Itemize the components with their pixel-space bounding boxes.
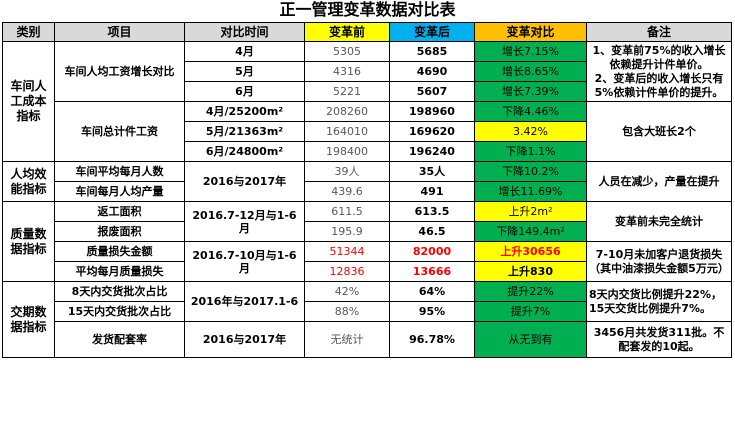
comparison-table: 类别 项目 对比时间 变革前 变革后 变革对比 备注 车间人工成本指标 车间人均…: [2, 22, 732, 358]
item-cell: 返工面积: [54, 201, 185, 222]
before-cell: 611.5: [304, 201, 390, 222]
period-cell: 4月: [184, 41, 305, 62]
header-after: 变革后: [389, 22, 475, 42]
header-compare: 变革对比: [474, 22, 587, 42]
period-cell: 2016.7-10月与1-6月: [184, 241, 305, 282]
after-cell: 35人: [389, 161, 475, 182]
table-row: 车间总计件工资 4月/25200m² 208260 198960 下降4.46%…: [3, 101, 732, 162]
header-category: 类别: [2, 22, 55, 42]
compare-cell: 增长8.65%: [474, 61, 587, 82]
table-row: 报废面积 195.9 46.5 下降149.4m²: [3, 221, 732, 242]
item-avg-wage: 车间人均工资增长对比: [54, 41, 185, 102]
before-cell: 195.9: [304, 221, 390, 242]
header-item: 项目: [54, 22, 185, 42]
table-row: 5月/21363m² 164010 169620 3.42%: [3, 121, 732, 142]
note-delivery-batch: 8天内交货比例提升22%，15天交货比例提升7%。: [586, 281, 732, 322]
period-cell: 6月: [184, 81, 305, 102]
table-row: 质量数据指标 返工面积 2016.7-12月与1-6月 611.5 613.5 …: [2, 201, 732, 282]
compare-cell: 从无到有: [474, 321, 587, 358]
after-cell: 491: [389, 181, 475, 202]
table-row: 人均效能指标 车间平均每月人数 2016与2017年 39人 35人 下降10.…: [2, 161, 732, 202]
compare-cell: 增长11.69%: [474, 181, 587, 202]
compare-cell: 下降1.1%: [474, 141, 587, 162]
after-cell: 46.5: [389, 221, 475, 242]
item-cell: 车间每月人均产量: [54, 181, 185, 202]
before-cell: 无统计: [304, 321, 390, 358]
item-cell: 15天内交货批次占比: [54, 301, 185, 322]
after-cell: 96.78%: [389, 321, 475, 358]
compare-cell: 提升7%: [474, 301, 587, 322]
compare-cell: 增长7.15%: [474, 41, 587, 62]
before-cell: 5305: [304, 41, 390, 62]
item-total-wage: 车间总计件工资: [54, 101, 185, 162]
after-cell: 613.5: [389, 201, 475, 222]
after-cell: 64%: [389, 281, 475, 302]
table-row: 车间每月人均产量 439.6 491 增长11.69%: [3, 181, 732, 202]
after-cell: 169620: [389, 121, 475, 142]
table-row: 质量损失金额 2016.7-10月与1-6月 51344 82000 上升306…: [3, 241, 732, 282]
before-cell: 208260: [304, 101, 390, 122]
compare-cell: 下降149.4m²: [474, 221, 587, 242]
after-cell: 4690: [389, 61, 475, 82]
period-cell: 4月/25200m²: [184, 101, 305, 122]
before-cell: 164010: [304, 121, 390, 142]
compare-cell: 增长7.39%: [474, 81, 587, 102]
before-cell: 198400: [304, 141, 390, 162]
before-cell: 439.6: [304, 181, 390, 202]
after-cell: 13666: [389, 261, 475, 282]
note-efficiency: 人员在减少，产量在提升: [586, 161, 732, 202]
before-cell: 5221: [304, 81, 390, 102]
category-efficiency: 人均效能指标: [2, 161, 55, 202]
compare-cell: 3.42%: [474, 121, 587, 142]
table-row: 发货配套率 2016与2017年 无统计 96.78% 从无到有 3456月共发…: [3, 321, 732, 358]
note-quality-loss: 7-10月未加客户退货损失 （其中油漆损失金额5万元）: [586, 241, 732, 282]
after-cell: 95%: [389, 301, 475, 322]
after-cell: 5607: [389, 81, 475, 102]
item-cell: 8天内交货批次占比: [54, 281, 185, 302]
page-title: 正一管理变革数据对比表: [279, 0, 456, 19]
category-labor-cost: 车间人工成本指标: [2, 41, 55, 162]
header-row: 类别 项目 对比时间 变革前 变革后 变革对比 备注: [2, 22, 732, 42]
compare-cell: 上升830: [474, 261, 587, 282]
period-cell: 5月: [184, 61, 305, 82]
period-cell: 2016.7-12月与1-6月: [184, 201, 305, 242]
before-cell: 39人: [304, 161, 390, 182]
before-cell: 12836: [304, 261, 390, 282]
note-delivery-set: 3456月共发货311批。不配套发的10起。: [586, 321, 732, 358]
period-cell: 5月/21363m²: [184, 121, 305, 142]
compare-cell: 提升22%: [474, 281, 587, 302]
note-total-wage: 包含大班长2个: [586, 101, 732, 162]
before-cell: 4316: [304, 61, 390, 82]
after-cell: 82000: [389, 241, 475, 262]
after-cell: 196240: [389, 141, 475, 162]
header-note: 备注: [586, 22, 732, 42]
item-cell: 发货配套率: [54, 321, 185, 358]
after-cell: 198960: [389, 101, 475, 122]
compare-cell: 上升2m²: [474, 201, 587, 222]
before-cell: 51344: [304, 241, 390, 262]
after-cell: 5685: [389, 41, 475, 62]
period-cell: 2016与2017年: [184, 321, 305, 358]
header-period: 对比时间: [184, 22, 305, 42]
table-row: 交期数据指标 8天内交货批次占比 2016年与2017.1-6 42% 64% …: [2, 281, 732, 358]
category-quality: 质量数据指标: [2, 201, 55, 282]
table-row: 6月/24800m² 198400 196240 下降1.1%: [3, 141, 732, 162]
item-cell: 质量损失金额: [54, 241, 185, 262]
compare-cell: 下降10.2%: [474, 161, 587, 182]
item-cell: 报废面积: [54, 221, 185, 242]
item-cell: 车间平均每月人数: [54, 161, 185, 182]
before-cell: 88%: [304, 301, 390, 322]
before-cell: 42%: [304, 281, 390, 302]
compare-cell: 下降4.46%: [474, 101, 587, 122]
table-row: 车间人工成本指标 车间人均工资增长对比 4月 5305 5685 增长7.15%…: [2, 41, 732, 162]
period-cell: 2016与2017年: [184, 161, 305, 202]
item-cell: 平均每月质量损失: [54, 261, 185, 282]
note-avg-wage: 1、变革前75%的收入增长依赖提升计件单价。 2、变革后的收入增长只有5%依赖计…: [586, 41, 732, 102]
category-delivery: 交期数据指标: [2, 281, 55, 358]
compare-cell: 上升30656: [474, 241, 587, 262]
note-quality-area: 变革前未完全统计: [586, 201, 732, 242]
period-cell: 6月/24800m²: [184, 141, 305, 162]
period-cell: 2016年与2017.1-6: [184, 281, 305, 322]
header-before: 变革前: [304, 22, 390, 42]
